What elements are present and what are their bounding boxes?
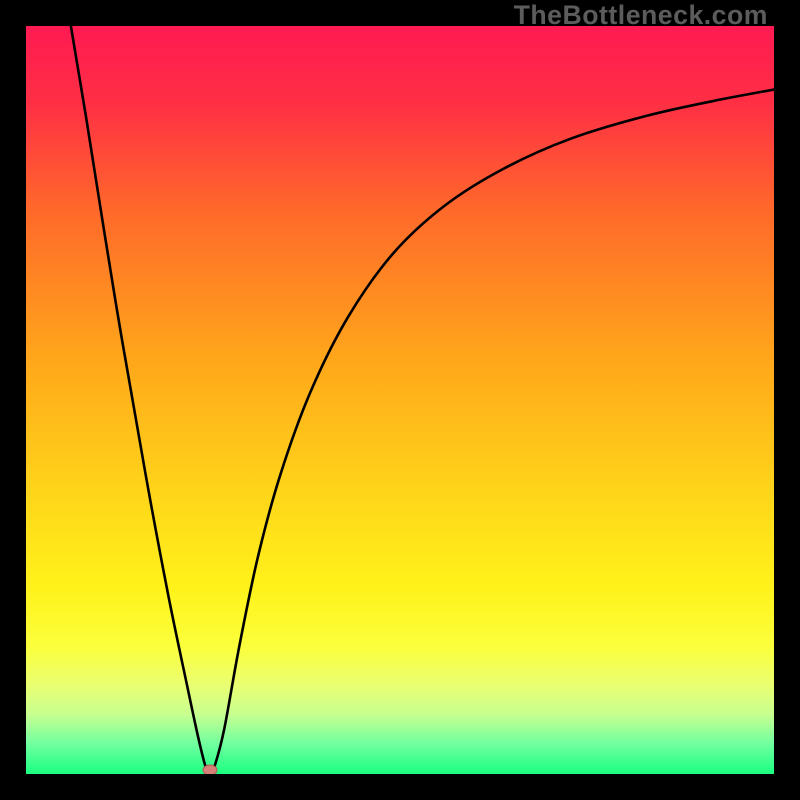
optimum-marker [201, 763, 219, 775]
watermark-text: TheBottleneck.com [514, 0, 768, 31]
plot-area [26, 26, 774, 774]
bottleneck-curve [26, 26, 774, 774]
